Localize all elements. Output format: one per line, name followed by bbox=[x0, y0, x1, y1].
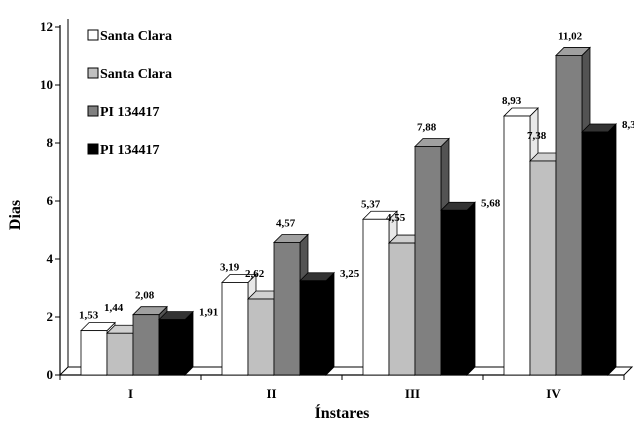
x-tick-label: IV bbox=[546, 386, 561, 401]
data-label: 2,62 bbox=[245, 268, 265, 280]
bar-side bbox=[184, 310, 194, 376]
legend-label: Santa Clara bbox=[100, 29, 172, 44]
y-tick-label: 6 bbox=[47, 193, 54, 208]
data-label: 5,68 bbox=[481, 197, 501, 209]
bar bbox=[80, 330, 108, 376]
y-tick-label: 4 bbox=[47, 251, 54, 266]
y-tick-label: 0 bbox=[47, 367, 54, 382]
bar bbox=[440, 209, 468, 376]
data-label: 1,44 bbox=[104, 302, 124, 314]
data-label: 3,25 bbox=[340, 268, 360, 280]
data-label: 1,53 bbox=[79, 310, 99, 322]
bar bbox=[299, 280, 327, 376]
bar bbox=[247, 298, 275, 376]
bar bbox=[106, 332, 134, 376]
data-label: 8,93 bbox=[502, 95, 522, 107]
bars bbox=[80, 46, 617, 376]
bar bbox=[555, 55, 583, 376]
data-label: 4,55 bbox=[386, 212, 406, 224]
legend-swatch bbox=[87, 105, 99, 117]
data-label: 1,91 bbox=[199, 307, 218, 319]
y-tick-label: 10 bbox=[40, 77, 53, 92]
bar bbox=[221, 282, 249, 376]
legend-label: PI 134417 bbox=[100, 143, 160, 158]
bar bbox=[503, 115, 531, 376]
data-label: 3,19 bbox=[220, 261, 240, 273]
bar-side bbox=[325, 271, 335, 376]
legend-label: PI 134417 bbox=[100, 105, 160, 120]
y-tick-label: 2 bbox=[47, 309, 54, 324]
y-tick-label: 8 bbox=[47, 135, 54, 150]
data-label: 11,02 bbox=[558, 30, 583, 42]
legend-label: Santa Clara bbox=[100, 67, 172, 82]
data-label: 8,38 bbox=[622, 119, 634, 131]
bar-side bbox=[466, 201, 476, 376]
bar bbox=[158, 319, 186, 376]
legend-swatch bbox=[87, 143, 99, 155]
bar bbox=[581, 131, 609, 376]
y-tick-label: 12 bbox=[40, 19, 53, 34]
data-label: 4,57 bbox=[276, 217, 296, 229]
x-axis-title: Ínstares bbox=[315, 403, 370, 422]
bar bbox=[362, 218, 390, 376]
x-tick-label: III bbox=[405, 386, 420, 401]
legend-swatch bbox=[87, 67, 99, 79]
data-label: 5,37 bbox=[361, 198, 381, 210]
legend: Santa Clara Santa Clara PI 134417 PI 134417 bbox=[87, 29, 172, 158]
x-tick-label: II bbox=[266, 386, 276, 401]
bar bbox=[132, 314, 160, 376]
bar bbox=[529, 160, 557, 376]
x-tick-label: I bbox=[128, 386, 133, 401]
data-labels: 1,53 1,44 2,08 1,91 3,19 2,62 4,57 3,25 5,37 4,55… bbox=[79, 30, 634, 321]
y-axis-title: Dias bbox=[7, 200, 24, 230]
bar bbox=[273, 242, 301, 376]
data-label: 2,08 bbox=[135, 290, 155, 302]
data-label: 7,88 bbox=[417, 121, 437, 133]
bar-side bbox=[607, 123, 617, 376]
bar bbox=[414, 146, 442, 376]
data-label: 7,38 bbox=[527, 130, 547, 142]
bar bbox=[388, 242, 416, 376]
legend-swatch bbox=[87, 29, 99, 41]
